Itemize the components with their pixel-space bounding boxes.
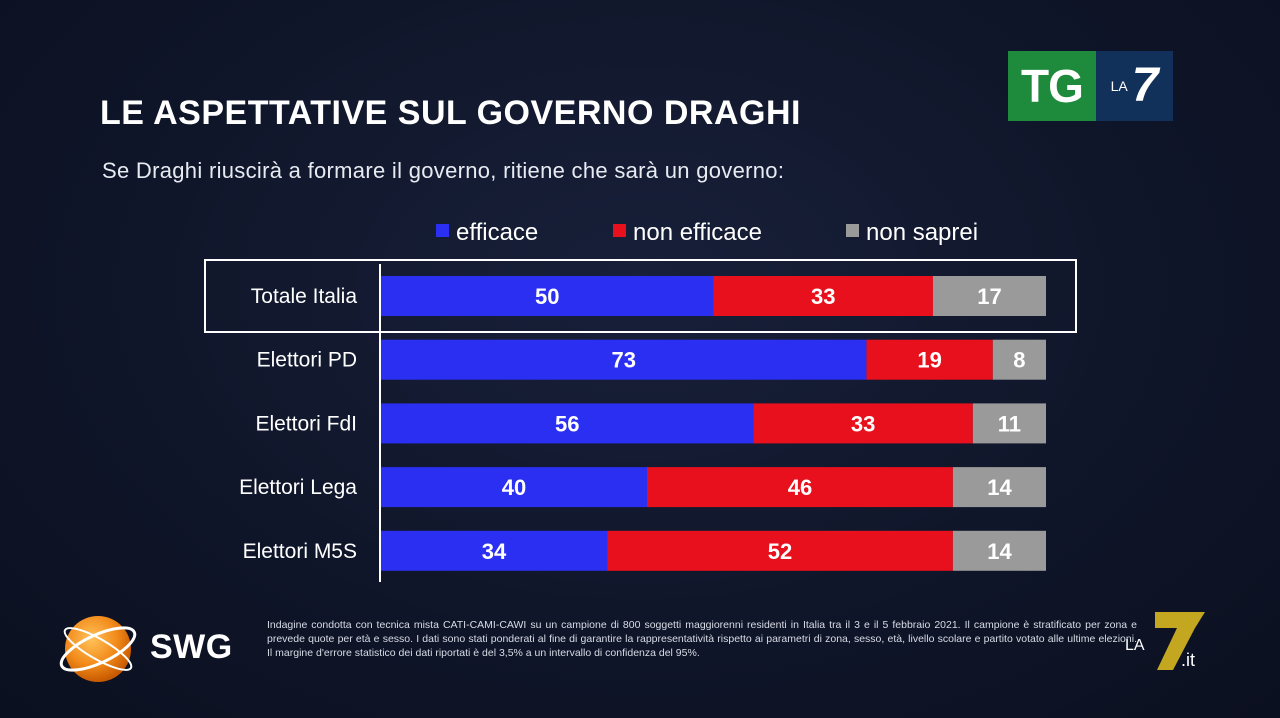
category-label-3: Elettori Lega	[239, 476, 357, 499]
chart-subtitle: Se Draghi riuscirà a formare il governo,…	[102, 158, 785, 183]
bar-4-0	[381, 530, 608, 571]
value-label-4-2: 14	[987, 539, 1012, 564]
legend-swatch-2	[846, 224, 859, 237]
value-label-1-0: 73	[611, 348, 635, 373]
value-label-2-2: 11	[998, 411, 1021, 436]
value-label-1-1: 19	[917, 348, 941, 373]
bar-4-2	[952, 530, 1046, 571]
bar-3-1	[647, 467, 953, 508]
category-label-1: Elettori PD	[257, 349, 357, 372]
bar-4-1	[607, 530, 953, 571]
value-label-4-0: 34	[482, 539, 507, 564]
bar-2-1	[753, 403, 973, 444]
value-label-3-0: 40	[502, 475, 526, 500]
bar-2-0	[381, 403, 754, 444]
bar-0-1	[713, 276, 933, 316]
category-label-0: Totale Italia	[251, 285, 358, 308]
value-label-3-1: 46	[788, 475, 812, 500]
value-label-1-2: 8	[1013, 348, 1025, 373]
bar-1-1	[866, 339, 993, 380]
la-logo-text: LA	[1110, 78, 1128, 94]
bar-1-0	[381, 339, 867, 380]
bar-3-0	[381, 467, 647, 508]
value-label-2-1: 33	[851, 411, 875, 436]
legend-swatch-1	[613, 224, 626, 237]
bar-0-0	[381, 276, 714, 316]
category-label-4: Elettori M5S	[243, 540, 357, 563]
tg-logo-text: TG	[1008, 51, 1096, 121]
bar-0-2	[932, 276, 1046, 316]
bar-1-2	[992, 339, 1046, 380]
legend-swatch-0	[436, 224, 449, 237]
methodology-footnote: Indagine condotta con tecnica mista CATI…	[267, 619, 1137, 659]
seven-logo-text: 7	[1131, 59, 1159, 112]
value-label-4-1: 52	[768, 539, 792, 564]
watermark-it-text: .it	[1181, 650, 1195, 670]
value-label-0-0: 50	[535, 284, 559, 309]
swg-globe-logo	[59, 616, 137, 682]
bar-3-2	[952, 467, 1046, 508]
highlight-box	[204, 259, 1077, 333]
tg-la7-logo: TG LA 7	[1008, 51, 1173, 121]
value-label-0-2: 17	[977, 284, 1001, 309]
swg-logo-text: SWG	[150, 628, 233, 666]
value-label-2-0: 56	[555, 411, 579, 436]
value-label-3-2: 14	[987, 475, 1012, 500]
legend-label-1: non efficace	[633, 219, 762, 246]
legend-label-2: non saprei	[866, 219, 978, 246]
category-label-2: Elettori FdI	[255, 412, 357, 435]
value-label-0-1: 33	[811, 284, 835, 309]
la7-logo-part: LA 7	[1096, 51, 1173, 121]
legend-label-0: efficace	[456, 219, 538, 246]
bar-2-2	[972, 403, 1046, 444]
watermark-la-text: LA	[1125, 637, 1145, 654]
la7-it-watermark: LA .it	[1125, 612, 1205, 670]
chart-title: LE ASPETTATIVE SUL GOVERNO DRAGHI	[100, 94, 801, 132]
